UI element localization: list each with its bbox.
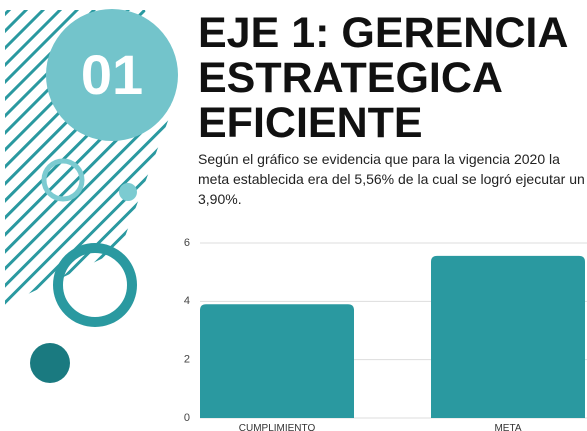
title-line: ESTRATEGICA bbox=[198, 54, 503, 102]
ring-decoration bbox=[53, 243, 137, 327]
title-line: EJE 1: GERENCIA bbox=[198, 9, 568, 57]
ring-decoration bbox=[41, 158, 85, 202]
x-tick-label: META bbox=[494, 423, 521, 431]
y-tick-label: 0 bbox=[184, 412, 190, 424]
description-box: Según el gráfico se evidencia que para l… bbox=[198, 151, 585, 207]
y-tick-label: 4 bbox=[184, 295, 190, 307]
bar bbox=[431, 255, 585, 418]
badge-circle bbox=[46, 9, 178, 141]
description: Según el gráfico se evidencia que para l… bbox=[198, 151, 585, 207]
y-tick-label: 6 bbox=[184, 237, 190, 249]
x-tick-label: CUMPLIMIENTO bbox=[239, 423, 316, 431]
dot-decoration bbox=[119, 183, 137, 201]
title-line: EFICIENTE bbox=[198, 99, 423, 147]
dot-decoration bbox=[30, 343, 70, 383]
badge-number: 01 bbox=[81, 43, 143, 106]
bar bbox=[200, 304, 354, 418]
y-tick-label: 2 bbox=[184, 354, 190, 366]
